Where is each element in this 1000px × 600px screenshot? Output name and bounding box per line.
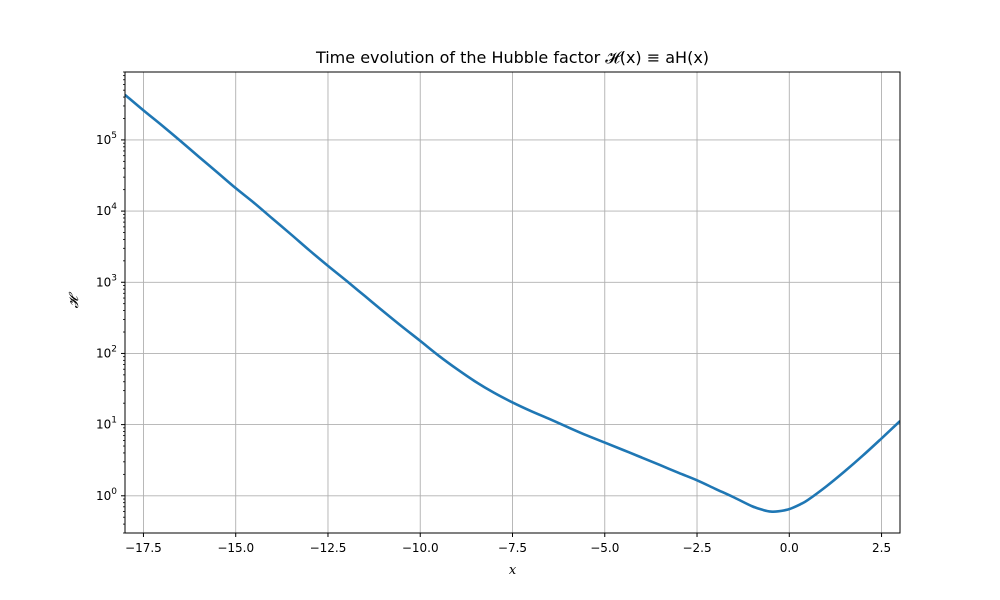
y-tick-label: 103 [96, 273, 117, 289]
x-tick-label: −15.0 [217, 541, 254, 555]
grid [125, 72, 900, 533]
y-tick-base: 10 [96, 346, 111, 360]
x-tick-label: −12.5 [310, 541, 347, 555]
y-tick-base: 10 [96, 418, 111, 432]
hubble-factor-line [125, 93, 900, 513]
y-tick-exponent: 1 [111, 416, 117, 426]
y-tick-exponent: 3 [111, 273, 117, 283]
x-tick-label: 2.5 [872, 541, 891, 555]
y-tick-base: 10 [96, 133, 111, 147]
x-tick-label: −10.0 [402, 541, 439, 555]
y-tick-exponent: 5 [111, 131, 117, 141]
x-axis-label: x [509, 563, 517, 578]
y-tick-base: 10 [96, 204, 111, 218]
y-tick-label: 100 [96, 487, 117, 503]
y-axis-label: 𝓗 [67, 291, 82, 308]
y-tick-label: 104 [96, 202, 117, 218]
y-tick-label: 101 [96, 416, 117, 432]
y-tick-exponent: 0 [111, 487, 117, 497]
axis-ticks: −17.5 −15.0 −12.5 −10.0 −7.5 −5.0 −2.5 0.0 2.510… [96, 71, 891, 555]
y-tick-label: 105 [96, 131, 117, 147]
x-tick-label: −7.5 [498, 541, 527, 555]
x-tick-label: 0.0 [780, 541, 799, 555]
y-tick-base: 10 [96, 489, 111, 503]
chart-title: Time evolution of the Hubble factor 𝓗(x)… [315, 48, 709, 67]
y-tick-base: 10 [96, 275, 111, 289]
y-tick-label: 102 [96, 344, 117, 360]
plot-area [125, 93, 900, 513]
x-tick-label: −5.0 [590, 541, 619, 555]
y-tick-exponent: 4 [111, 202, 117, 212]
x-tick-label: −17.5 [125, 541, 162, 555]
y-tick-exponent: 2 [111, 344, 117, 354]
x-tick-label: −2.5 [682, 541, 711, 555]
